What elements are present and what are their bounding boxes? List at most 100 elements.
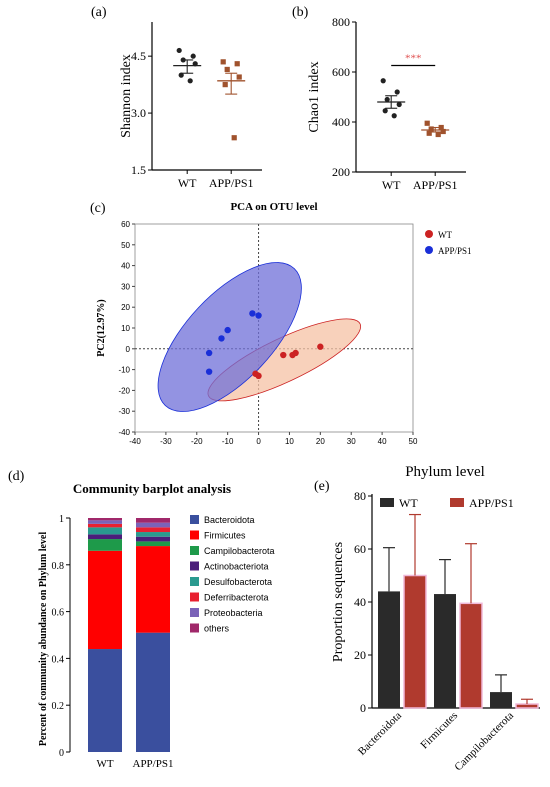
y-axis-label: Chao1 index	[307, 61, 322, 132]
legend-label: Desulfobacterota	[204, 577, 272, 587]
x-tick-label: 30	[347, 437, 356, 446]
y-tick-label: 3.0	[131, 106, 146, 120]
x-tick-label: Firmicutes	[418, 710, 460, 752]
y-tick-label: 40	[121, 262, 130, 271]
data-point-APP/PS1	[440, 128, 446, 135]
data-point-WT	[178, 72, 184, 78]
x-tick-label: APP/PS1	[209, 176, 254, 190]
community-barplot: (d) Community barplot analysis 0 0.2 0.4 0.6 0…	[8, 469, 275, 770]
legend-swatch-Desulfobacterota	[190, 577, 199, 586]
x-tick-label: -30	[160, 437, 172, 446]
panel-d: (d) Community barplot analysis 0 0.2 0.4 0.6 0…	[0, 458, 300, 782]
bar-WT	[434, 594, 456, 708]
data-point-WT	[317, 343, 324, 350]
legend-label: others	[204, 624, 230, 634]
panel-e: (e) Phylum level 0 20 40 60 80 Proportion seque…	[300, 458, 550, 782]
x-tick-label: -10	[222, 437, 234, 446]
pca-chart: (c) PCA on OTU level -40 -30 -20 -10 0 10 20 30 40…	[90, 201, 472, 459]
bar-segment-Deferribacterota	[88, 523, 122, 528]
y-axis-label: PC2(12.97%)	[96, 299, 107, 357]
data-point-WT	[280, 351, 287, 359]
y-tick-label: 60	[121, 220, 130, 229]
legend-label: WT	[399, 496, 418, 510]
bar-segment-Desulfobacterota	[136, 532, 170, 537]
x-tick-label: APP/PS1	[413, 178, 458, 192]
y-tick-label: 0	[59, 748, 64, 759]
legend-label: Bacteroidota	[204, 515, 255, 525]
bar-segment-Actinobacteriota	[136, 536, 170, 542]
chart-title: Community barplot analysis	[73, 481, 231, 496]
y-tick-label: 0	[360, 701, 366, 715]
bar-segment-others	[88, 518, 122, 521]
data-point-APP/PS1	[205, 349, 213, 357]
data-point-WT	[382, 108, 388, 114]
data-point-WT	[380, 78, 386, 84]
data-point-WT	[255, 372, 262, 380]
bar-segment-Bacteroidota	[136, 632, 170, 752]
y-tick-label: -40	[118, 428, 130, 437]
data-point-APP/PS1	[236, 74, 242, 80]
y-tick-label: 0	[126, 345, 131, 354]
bar-WT	[490, 692, 512, 708]
data-point-APP/PS1	[438, 124, 444, 131]
x-tick-label: 40	[378, 437, 387, 446]
data-point-APP/PS1	[231, 135, 237, 141]
legend-marker-APP/PS1	[425, 246, 433, 254]
chart-title: Phylum level	[405, 464, 485, 480]
y-tick-label: 50	[121, 241, 130, 250]
y-tick-label: 30	[121, 282, 130, 291]
chao1-chart: (b) 200 400 600 800 Chao1 index WT APP/PS1 ***	[292, 5, 466, 192]
bar-segment-Campilobacterota	[136, 541, 170, 547]
x-tick-label: WT	[382, 178, 401, 192]
legend-label: Firmicutes	[204, 531, 246, 541]
legend-label: APP/PS1	[438, 246, 472, 256]
legend-label: Actinobacteriota	[204, 562, 269, 572]
y-tick-label: 400	[332, 115, 350, 129]
data-point-APP/PS1	[205, 368, 213, 375]
y-tick-label: 0.8	[52, 561, 65, 572]
legend-swatch-Deferribacterota	[190, 592, 199, 602]
bar-segment-Proteobacteria	[136, 522, 170, 528]
legend-label: Proteobacteria	[204, 608, 263, 618]
legend-label: Campilobacterota	[204, 546, 275, 556]
bar-segment-Desulfobacterota	[88, 527, 122, 535]
x-tick-label: WT	[178, 176, 197, 190]
y-tick-label: -20	[118, 386, 130, 395]
bar-APP/PS1	[403, 574, 427, 709]
y-tick-label: 0.6	[52, 608, 65, 619]
panel-b: (b) 200 400 600 800 Chao1 index WT APP/PS1 ***	[280, 0, 550, 200]
x-tick-label: 50	[409, 437, 418, 446]
legend-swatch-APP/PS1	[450, 498, 464, 507]
panel-a: (a) 1.5 3.0 4.5 Shannon index WT APP/PS1	[0, 0, 280, 200]
legend-label: APP/PS1	[469, 496, 514, 510]
phylum-level-chart: (e) Phylum level 0 20 40 60 80 Proportion seque…	[314, 464, 540, 774]
panel-label: (a)	[91, 5, 107, 20]
legend-swatch-others	[190, 623, 199, 633]
data-point-WT	[396, 101, 402, 108]
bar-APP/PS1	[459, 602, 483, 709]
y-tick-label: 0.2	[52, 701, 65, 712]
y-tick-label: -30	[118, 407, 130, 416]
legend-label: Deferribacterota	[204, 593, 269, 603]
panel-label: (e)	[314, 479, 330, 494]
x-tick-label: Campilobacterota	[452, 710, 516, 774]
data-point-WT	[394, 89, 400, 95]
bar-WT	[378, 591, 400, 708]
x-tick-label: Bacteroidota	[356, 710, 404, 758]
data-point-APP/PS1	[224, 66, 230, 73]
y-tick-label: 1.5	[131, 163, 146, 177]
data-point-APP/PS1	[224, 326, 231, 334]
data-point-WT	[190, 53, 196, 59]
y-tick-label: 1	[59, 514, 64, 525]
data-point-APP/PS1	[249, 310, 256, 317]
panel-label: (d)	[8, 469, 25, 484]
data-point-APP/PS1	[428, 126, 434, 132]
bar-segment-Firmicutes	[136, 546, 170, 633]
bar-segment-Deferribacterota	[136, 527, 170, 533]
chart-title: PCA on OTU level	[230, 201, 317, 213]
x-tick-label: 0	[256, 437, 261, 446]
data-point-WT	[292, 349, 299, 357]
y-tick-label: 200	[332, 165, 350, 179]
legend-swatch-Actinobacteriota	[190, 561, 199, 571]
data-point-WT	[176, 47, 182, 54]
